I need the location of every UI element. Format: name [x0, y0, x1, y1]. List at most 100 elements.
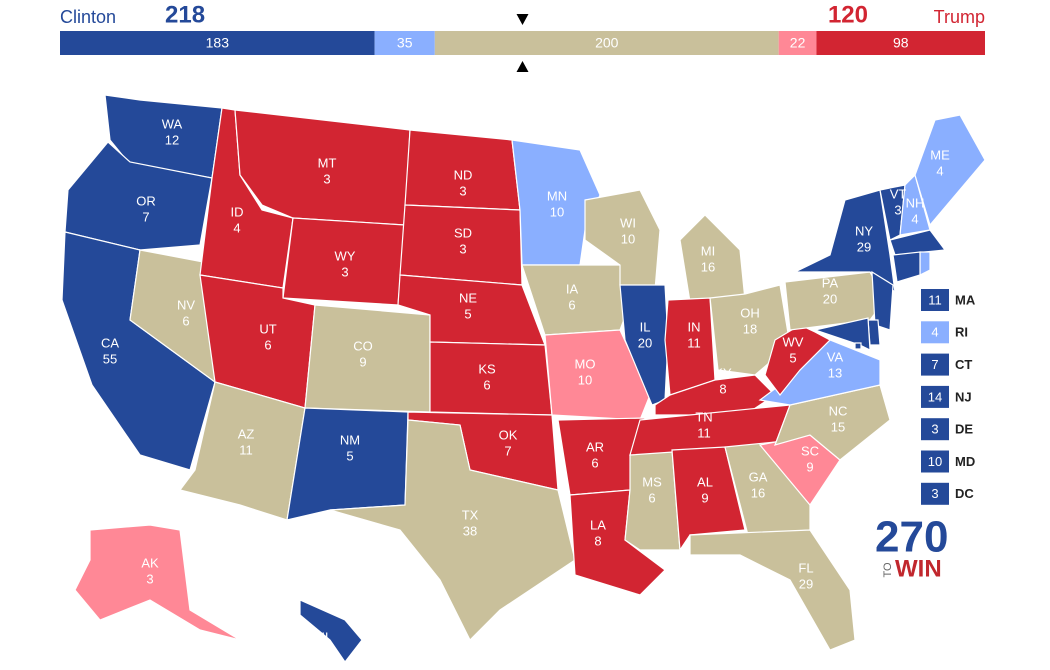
state — [812, 317, 871, 352]
state-ev: 4 — [931, 325, 938, 340]
logo-win: WIN — [895, 555, 942, 582]
state-ev: 3 — [931, 422, 938, 437]
state-ev: 3 — [323, 171, 330, 186]
state-abbr: MO — [575, 356, 596, 371]
state-abbr: FL — [798, 560, 813, 575]
logo: 270 TO WIN — [875, 513, 948, 583]
state-ev: 3 — [146, 571, 153, 586]
state-abbr: PA — [822, 275, 839, 290]
marker-up — [516, 61, 529, 72]
state-abbr: MD — [955, 454, 975, 469]
state-ev: 3 — [931, 486, 938, 501]
state-abbr: NE — [459, 290, 477, 305]
state-abbr: KS — [478, 361, 496, 376]
state-abbr: AL — [697, 474, 713, 489]
state-ev: 8 — [719, 381, 726, 396]
state-ev: 4 — [233, 220, 240, 235]
state — [521, 264, 636, 336]
state-box — [921, 385, 949, 408]
state-ev: 11 — [239, 442, 253, 457]
state-ev: 7 — [504, 443, 511, 458]
state-ev: 20 — [638, 335, 652, 350]
state-ev: 14 — [928, 389, 942, 404]
state-ev: 18 — [743, 321, 757, 336]
state-ev: 10 — [578, 372, 592, 387]
state-ev: 11 — [687, 335, 701, 350]
state — [889, 229, 947, 256]
state-abbr: NV — [177, 297, 195, 312]
state-abbr: CT — [955, 357, 972, 372]
state-abbr: GA — [749, 469, 768, 484]
state-abbr: VT — [890, 186, 907, 201]
state-abbr: NY — [855, 223, 873, 238]
us-map — [61, 94, 986, 664]
state-ev: 13 — [828, 365, 842, 380]
state — [74, 524, 241, 641]
state-abbr: MS — [642, 474, 662, 489]
state-abbr: ID — [231, 204, 244, 219]
state-ev: 20 — [823, 291, 837, 306]
bar-segment — [816, 31, 985, 55]
state-abbr: IA — [566, 281, 579, 296]
state — [679, 214, 746, 303]
state-box — [921, 482, 949, 505]
state-box — [921, 353, 949, 376]
state — [329, 419, 576, 642]
state-ev: 12 — [165, 132, 179, 147]
state-abbr: CO — [353, 338, 373, 353]
state-abbr: ND — [454, 167, 473, 182]
state — [892, 251, 921, 283]
left-votes: 218 — [165, 1, 205, 28]
state-ev: 6 — [648, 490, 655, 505]
state-ev: 5 — [464, 306, 471, 321]
state-abbr: HI — [316, 629, 329, 644]
state-abbr: MA — [955, 292, 976, 307]
state-abbr: CA — [101, 335, 119, 350]
state-ev: 10 — [928, 454, 942, 469]
state-box — [921, 450, 949, 473]
state — [654, 374, 776, 416]
state — [544, 329, 651, 421]
state-ev: 29 — [857, 239, 871, 254]
state-ev: 9 — [701, 490, 708, 505]
right-votes: 120 — [828, 1, 868, 28]
state-ev: 4 — [318, 645, 325, 660]
state-ev: 3 — [341, 264, 348, 279]
state-abbr: OH — [740, 305, 760, 320]
state-abbr: SC — [801, 443, 819, 458]
state-abbr: NH — [906, 195, 925, 210]
state-ev: 5 — [789, 350, 796, 365]
state — [914, 114, 986, 227]
state-abbr: TN — [695, 409, 712, 424]
bar-segment — [778, 31, 817, 55]
state-ev: 16 — [751, 485, 765, 500]
state-abbr: NJ — [955, 389, 972, 404]
logo-number: 270 — [875, 513, 948, 562]
state-abbr: MN — [547, 188, 567, 203]
state-abbr: SD — [454, 225, 472, 240]
state-abbr: LA — [590, 517, 606, 532]
state-ev: 9 — [359, 354, 366, 369]
state-abbr: WA — [162, 116, 183, 131]
left-candidate: Clinton — [60, 7, 116, 27]
bar-segment-label: 22 — [790, 35, 806, 51]
state-abbr: TX — [462, 507, 479, 522]
bar-segment-label: 35 — [397, 35, 413, 51]
state-abbr: ME — [930, 147, 950, 162]
state-ev: 4 — [936, 163, 943, 178]
bar-segment-label: 200 — [595, 35, 619, 51]
state-ev: 6 — [182, 313, 189, 328]
bar-segment-label: 98 — [893, 35, 909, 51]
state-abbr: RI — [955, 325, 968, 340]
state-ev: 3 — [459, 183, 466, 198]
state-abbr: AR — [586, 439, 604, 454]
state-abbr: MT — [318, 155, 337, 170]
state-ev: 11 — [697, 425, 711, 440]
state — [511, 139, 601, 266]
state — [689, 529, 856, 651]
state-abbr: OR — [136, 193, 156, 208]
state-ev: 55 — [103, 351, 117, 366]
state-box — [921, 321, 949, 344]
bar-segment — [434, 31, 779, 55]
